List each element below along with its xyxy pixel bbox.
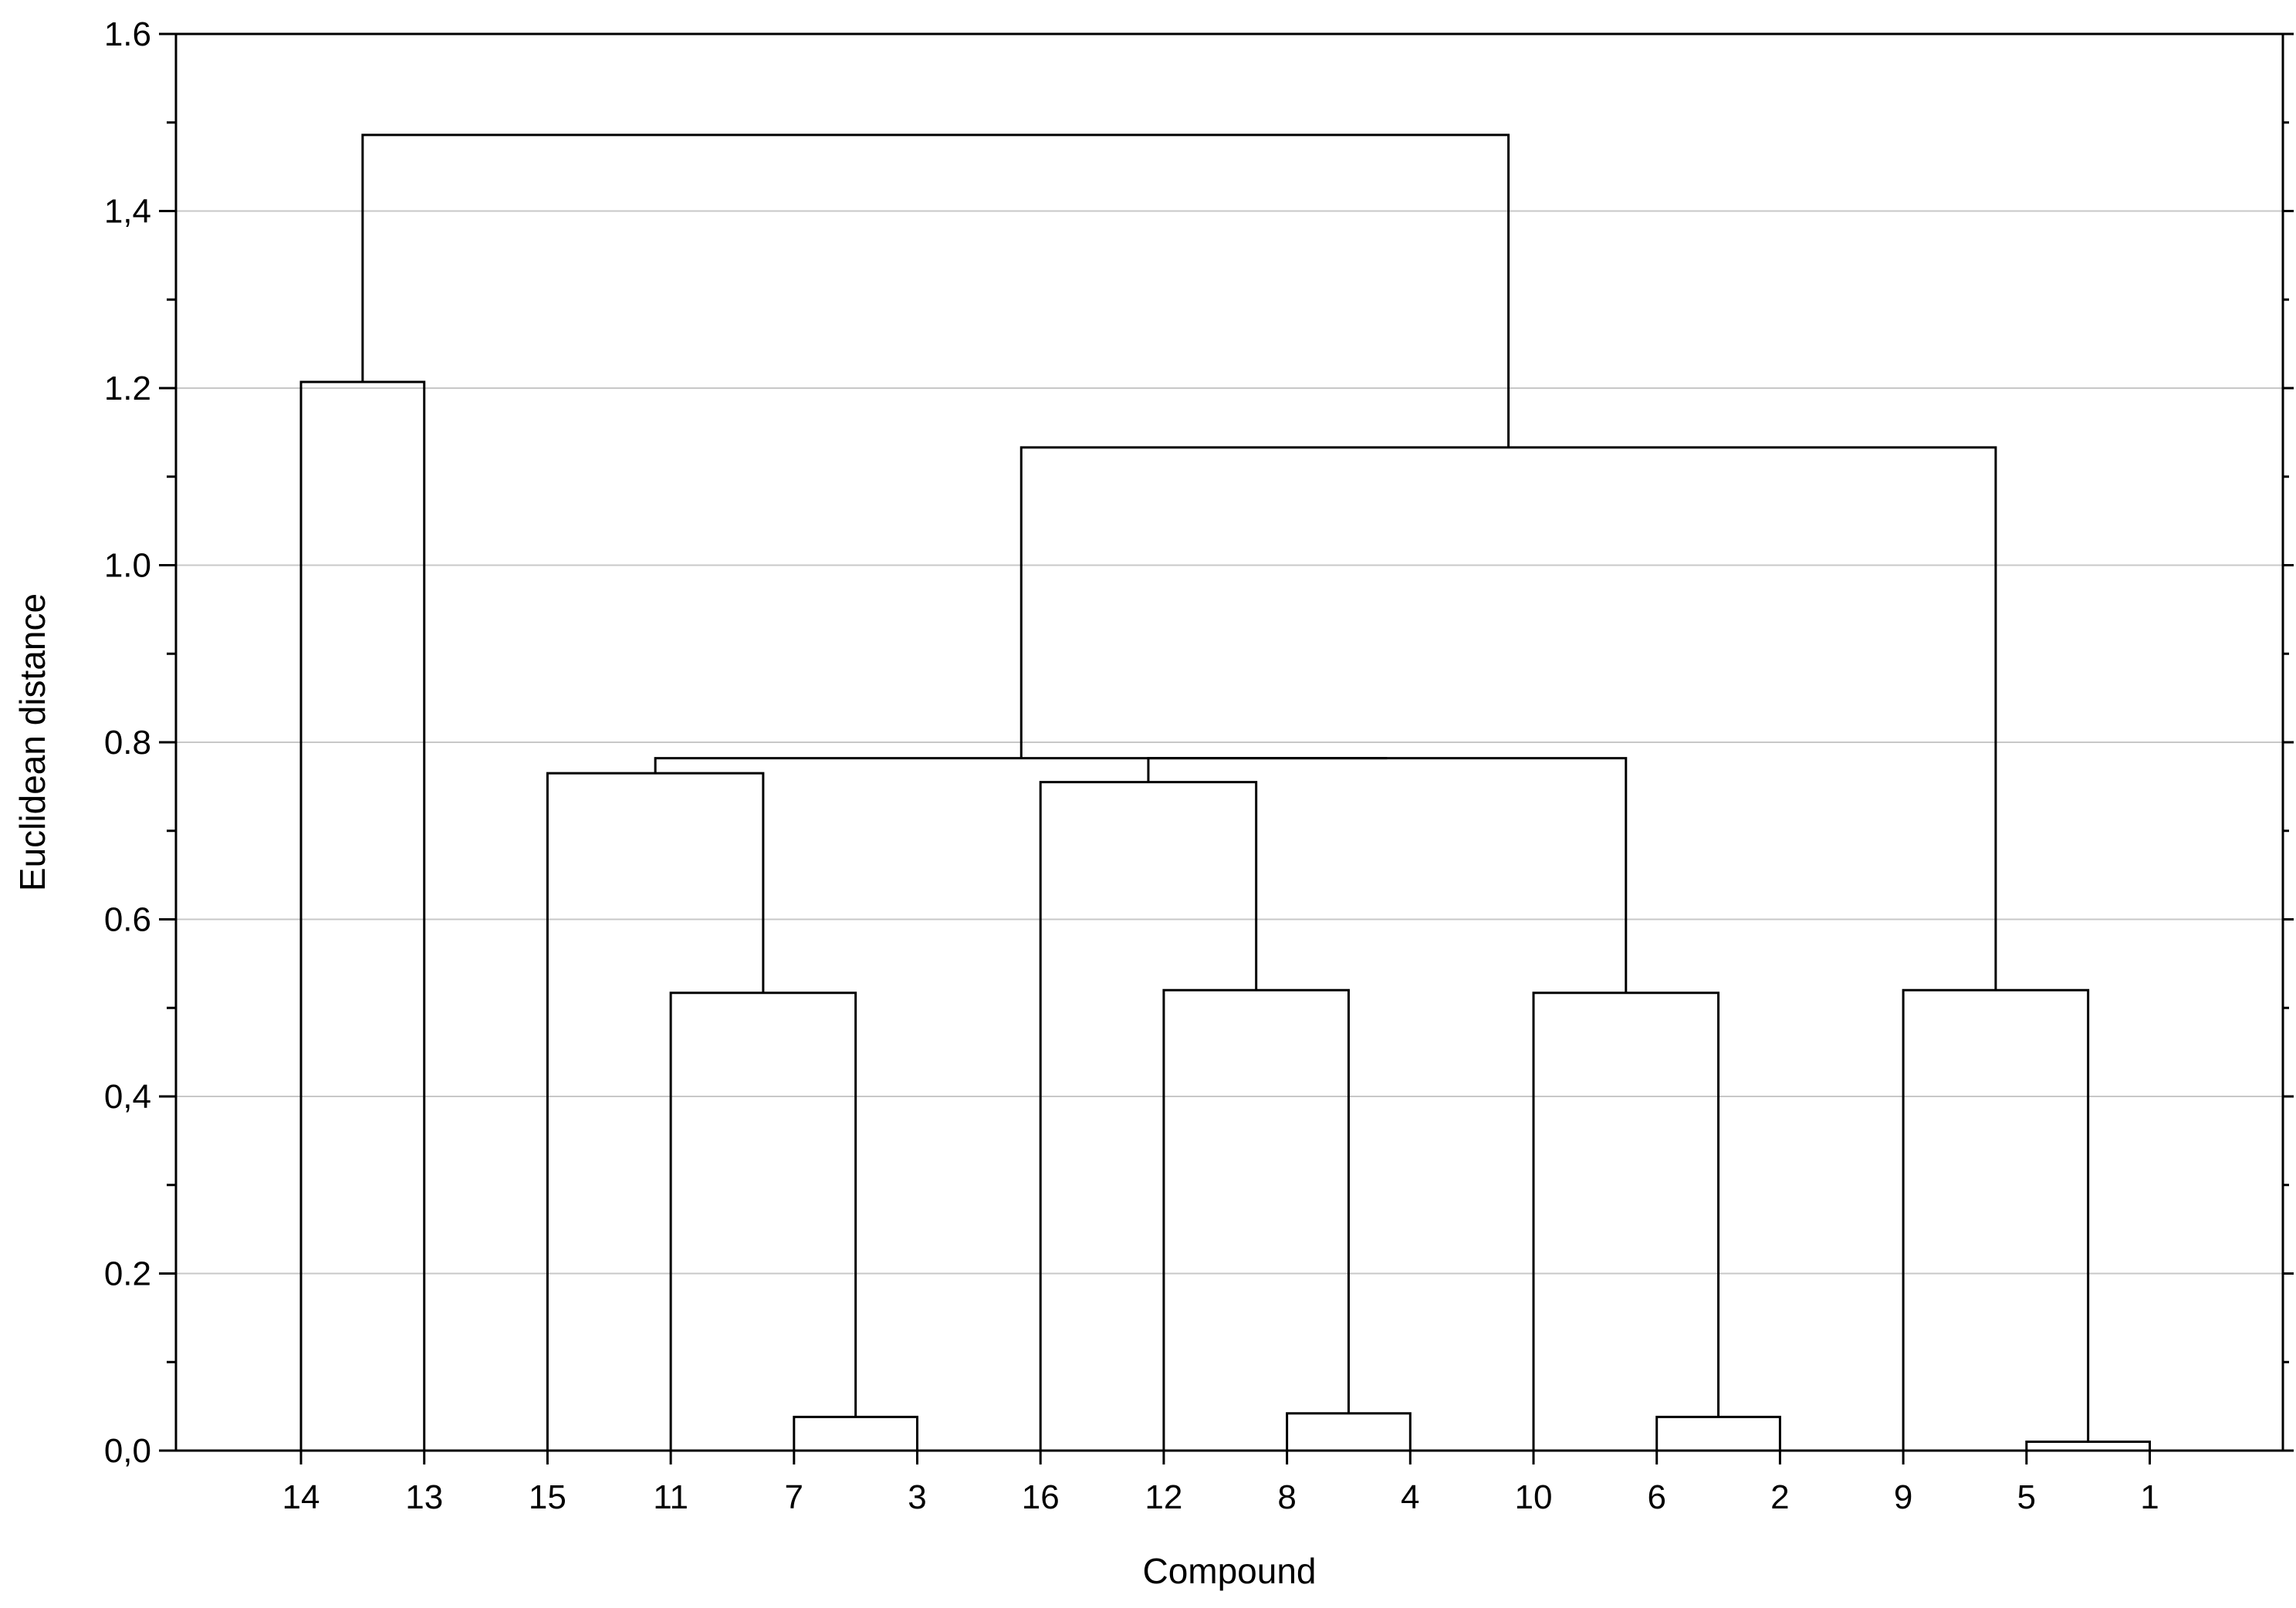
leaf-label: 16 [1022,1478,1060,1516]
leaf-label: 15 [529,1478,566,1516]
cluster-link [299,380,426,1451]
leaf-label: 10 [1515,1478,1553,1516]
leaf-label: 5 [2017,1478,2036,1516]
y-tick-label: 0.6 [104,901,151,939]
y-axis-title: Euclidean distance [12,593,52,891]
y-tick-label: 0.8 [104,724,151,762]
y-tick-label: 0.2 [104,1255,151,1293]
leaf-label: 4 [1401,1478,1419,1516]
leaf-label: 13 [405,1478,443,1516]
cluster-link [1902,988,2090,1451]
leaf-label: 11 [653,1478,688,1516]
cluster-link [1655,1415,1781,1451]
y-tick-label: 1.0 [104,547,151,585]
x-axis-title: Compound [1142,1551,1316,1591]
cluster-link [669,991,857,1451]
leaf-label: 7 [785,1478,803,1516]
cluster-link [793,1415,918,1451]
leaf-label: 3 [908,1478,926,1516]
dendrogram-links [299,133,2151,1451]
cluster-link [1532,991,1720,1451]
cluster-link [1039,781,1258,1451]
cluster-link [361,133,1510,448]
cluster-link [1147,757,1628,993]
y-tick-label: 1.6 [104,15,151,53]
gridlines [176,210,2283,1275]
cluster-link [654,757,1388,774]
leaf-label: 9 [1894,1478,1912,1516]
y-tick-label: 1,4 [104,193,151,231]
cluster-link [1162,988,1350,1451]
x-axis-ticks: 14 13 15 11 7 3 16 12 8 4 10 6 2 9 5 1 [282,1451,2159,1516]
cluster-link [1020,446,1997,991]
cluster-link [546,772,765,1451]
y-tick-label: 0,0 [104,1432,151,1470]
leaf-label: 14 [282,1478,320,1516]
y-tick-label: 1.2 [104,370,151,407]
leaf-label: 2 [1770,1478,1789,1516]
y-axis-ticks: 0,0 0.2 0,4 0.6 0.8 1.0 1.2 1,4 1.6 [104,15,2294,1470]
leaf-label: 12 [1145,1478,1182,1516]
leaf-label: 6 [1647,1478,1665,1516]
y-tick-label: 0,4 [104,1078,151,1116]
cluster-link [1286,1412,1412,1451]
cluster-link [2025,1441,2151,1451]
leaf-label: 8 [1277,1478,1296,1516]
leaf-label: 1 [2140,1478,2159,1516]
